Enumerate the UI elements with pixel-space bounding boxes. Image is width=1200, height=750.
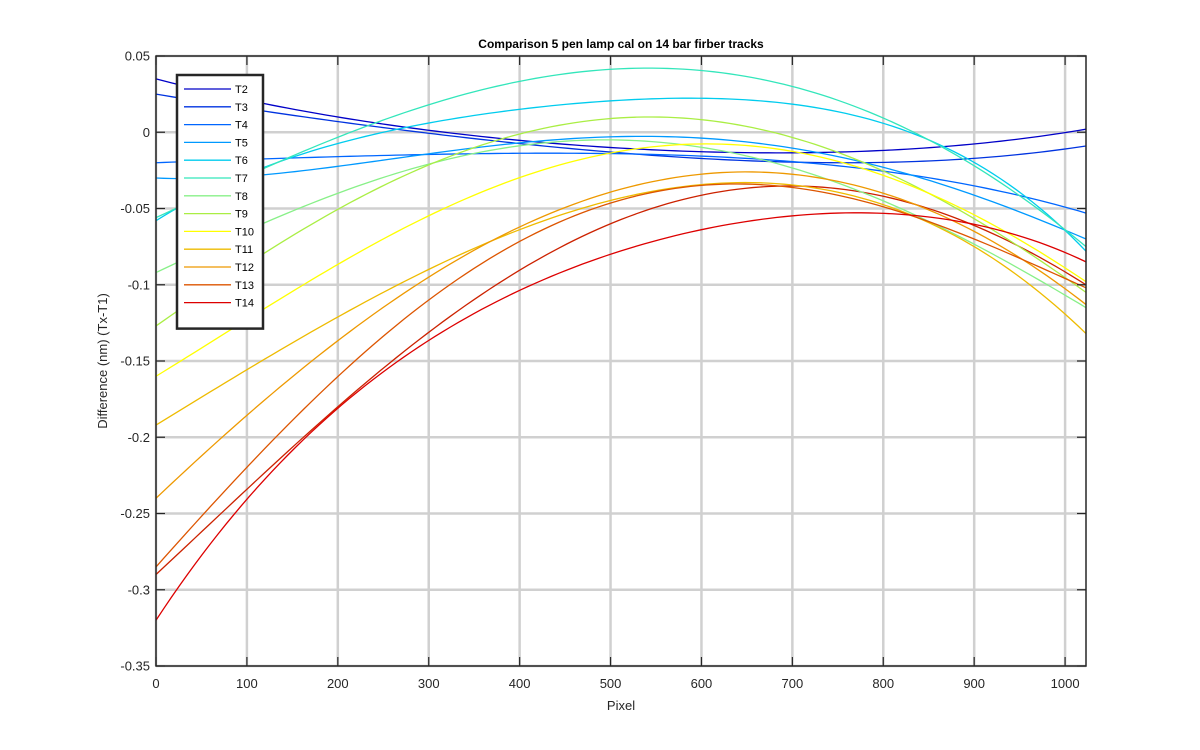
y-tick-label: -0.25 <box>120 506 150 521</box>
y-tick-label: -0.05 <box>120 201 150 216</box>
x-axis-label: Pixel <box>607 698 635 713</box>
legend-label: T5 <box>235 137 248 149</box>
legend-label: T11 <box>235 244 253 256</box>
series-line-extra <box>155 185 1087 575</box>
y-tick-label: 0 <box>143 125 150 140</box>
x-tick-label: 1000 <box>1051 676 1080 691</box>
series-line-t14 <box>155 212 1087 621</box>
x-tick-label: 300 <box>418 676 440 691</box>
y-tick-label: 0.05 <box>125 49 150 64</box>
x-tick-label: 800 <box>872 676 894 691</box>
y-tick-label: -0.3 <box>128 582 150 597</box>
legend-label: T9 <box>235 209 248 221</box>
legend-label: T13 <box>235 280 254 292</box>
y-tick-label: -0.2 <box>128 430 150 445</box>
x-tick-label: 200 <box>327 676 349 691</box>
legend-label: T8 <box>235 191 248 203</box>
series-line-t12 <box>155 171 1087 499</box>
x-tick-label: 400 <box>509 676 531 691</box>
y-tick-label: -0.1 <box>128 277 150 292</box>
x-tick-label: 600 <box>691 676 713 691</box>
legend-label: T2 <box>235 84 248 96</box>
x-tick-label: 700 <box>782 676 804 691</box>
legend-label: T3 <box>235 102 248 114</box>
series-line-t13 <box>155 183 1087 568</box>
legend-label: T4 <box>235 120 248 132</box>
series-line-t10 <box>155 143 1087 377</box>
y-tick-label: -0.15 <box>120 354 150 369</box>
axis-ticks: 0 100 200 300 400 500 600 700 800 900 1000 -0.35 -0.… <box>120 49 1086 691</box>
x-tick-label: 0 <box>152 676 159 691</box>
series-lines <box>155 67 1087 621</box>
series-line-t2 <box>155 78 1087 154</box>
legend: T2 T3 T4 T5 T6 T7 T8 T9 T10 T11 T12 T13 T14 <box>175 73 265 330</box>
legend-label: T7 <box>235 173 248 185</box>
legend-label: T10 <box>235 226 254 238</box>
series-line-t4 <box>155 152 1087 214</box>
legend-label: T14 <box>235 298 254 310</box>
x-tick-label: 100 <box>236 676 258 691</box>
chart-title: Comparison 5 pen lamp cal on 14 bar firb… <box>478 37 764 51</box>
series-line-t5 <box>155 135 1087 240</box>
legend-label: T6 <box>235 155 248 167</box>
y-axis-label: Difference (nm) (Tx-T1) <box>95 293 110 429</box>
legend-box <box>175 73 265 330</box>
series-line-t7 <box>155 67 1087 248</box>
series-line-t3 <box>155 93 1087 164</box>
series-line-t11 <box>155 181 1087 426</box>
legend-label: T12 <box>235 262 254 274</box>
x-tick-label: 500 <box>600 676 622 691</box>
y-tick-label: -0.35 <box>120 659 150 674</box>
x-tick-label: 900 <box>963 676 985 691</box>
